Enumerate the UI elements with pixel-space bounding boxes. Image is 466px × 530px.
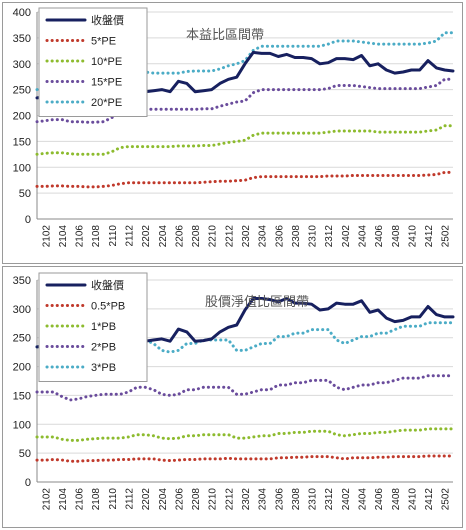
- pe-y-tick-label: 0: [25, 214, 31, 226]
- pb-x-tick-label: 2208: [191, 488, 202, 511]
- pe-y-tick-label: 250: [13, 85, 31, 97]
- pe-y-tick-label: 200: [13, 111, 31, 123]
- pe-x-tick-label: 2312: [324, 225, 335, 248]
- pe-legend-label-0: 收盤價: [91, 13, 124, 27]
- pb-x-tick-label: 2112: [125, 488, 136, 510]
- pb-legend-label-1: 0.5*PB: [91, 301, 125, 313]
- pb-x-tick-label: 2106: [75, 488, 86, 511]
- pb-x-tick-label: 2102: [41, 488, 52, 511]
- pe-x-tick-label: 2102: [41, 225, 52, 248]
- pb-x-tick-label: 2110: [108, 488, 119, 510]
- pe-x-tick-label: 2412: [424, 225, 435, 248]
- pe-x-tick-label: 2406: [374, 225, 385, 248]
- pb-x-tick-label: 2502: [441, 488, 452, 511]
- pe-x-tick-label: 2404: [357, 225, 368, 248]
- pe-x-tick-label: 2502: [441, 225, 452, 248]
- pb-x-tick-label: 2306: [274, 488, 285, 511]
- pe-series-line-1: [35, 170, 455, 189]
- pb-x-tick-label: 2206: [174, 488, 185, 511]
- pe-y-tick-label: 150: [13, 136, 31, 148]
- pe-series-line-2: [35, 124, 455, 156]
- pe-x-tick-label: 2308: [291, 225, 302, 248]
- pb-x-tick-label: 2412: [424, 488, 435, 511]
- pb-x-tick-label: 2212: [224, 488, 235, 511]
- pb-x-tick-label: 2312: [324, 488, 335, 511]
- pe-x-tick-label: 2302: [241, 225, 252, 248]
- pe-x-tick-label: 2402: [341, 225, 352, 248]
- pb-series-line-2: [35, 427, 455, 442]
- pb-chart-title: 股價淨值比區間帶: [205, 294, 309, 309]
- pe-chart-title: 本益比區間帶: [186, 27, 264, 42]
- pe-x-tick-label: 2112: [125, 225, 136, 247]
- pe-x-tick-label: 2204: [158, 225, 169, 248]
- pe-x-tick-label: 2110: [108, 225, 119, 247]
- pe-x-tick-label: 2410: [407, 225, 418, 248]
- pb-x-tick-label: 2308: [291, 488, 302, 511]
- pe-band-chart: 0 50 100 150 200 250 300 350 400 2102 2104 2106 2108…: [13, 7, 455, 248]
- pb-y-tick-label: 350: [13, 275, 31, 287]
- pe-band-chart-panel: 0 50 100 150 200 250 300 350 400 2102 2104 2106 2108…: [2, 2, 463, 264]
- pb-x-tick-label: 2310: [308, 488, 319, 511]
- pe-x-tick-label: 2310: [308, 225, 319, 248]
- pe-x-tick-label: 2104: [58, 225, 69, 248]
- pe-legend-label-4: 20*PE: [91, 97, 122, 109]
- pb-y-tick-label: 50: [19, 448, 31, 460]
- pb-x-tick-label: 2402: [341, 488, 352, 511]
- pe-y-tick-label: 300: [13, 59, 31, 71]
- pb-x-tick-label: 2108: [91, 488, 102, 511]
- pe-y-tick-label: 50: [19, 188, 31, 200]
- pe-series-line-3: [35, 77, 455, 124]
- pe-legend-label-2: 10*PE: [91, 56, 122, 68]
- pb-x-tick-label: 2406: [374, 488, 385, 511]
- pb-series-line-1: [35, 454, 455, 463]
- pe-y-tick-label: 100: [13, 162, 31, 174]
- pe-x-tick-label: 2208: [191, 225, 202, 248]
- pb-x-tick-label: 2204: [158, 488, 169, 511]
- pe-x-tick-label: 2210: [208, 225, 219, 248]
- pb-x-tick-label: 2202: [141, 488, 152, 511]
- pb-legend-label-3: 2*PB: [91, 342, 116, 354]
- pe-x-tick-label: 2206: [174, 225, 185, 248]
- pe-legend-label-1: 5*PE: [91, 36, 116, 48]
- pb-x-tick-label: 2404: [357, 488, 368, 511]
- pe-x-tick-label: 2306: [274, 225, 285, 248]
- pb-x-tick-label: 2304: [258, 488, 269, 511]
- pe-x-tick-label: 2106: [75, 225, 86, 248]
- pb-x-tick-label: 2410: [407, 488, 418, 511]
- pb-series-line-4: [35, 321, 455, 361]
- pb-x-tick-label: 2210: [208, 488, 219, 511]
- pb-y-tick-label: 250: [13, 333, 31, 345]
- pb-series-line-3: [35, 374, 455, 402]
- pe-y-tick-label: 350: [13, 33, 31, 45]
- pb-x-tick-label: 2302: [241, 488, 252, 511]
- pb-y-tick-label: 300: [13, 304, 31, 316]
- pe-x-tick-label: 2212: [224, 225, 235, 248]
- pe-x-tick-label: 2108: [91, 225, 102, 248]
- pb-legend-label-4: 3*PB: [91, 362, 116, 374]
- pb-band-chart-panel: 0 50 100 150 200 250 300 350 2102 2104 2106 2108 211…: [2, 266, 463, 528]
- pb-band-chart: 0 50 100 150 200 250 300 350 2102 2104 2106 2108 211…: [13, 272, 455, 511]
- pb-y-tick-label: 150: [13, 390, 31, 402]
- pe-y-tick-label: 400: [13, 7, 31, 19]
- pe-x-tick-label: 2304: [258, 225, 269, 248]
- pb-y-tick-label: 200: [13, 362, 31, 374]
- pb-y-tick-label: 0: [25, 477, 31, 489]
- pe-x-tick-label: 2202: [141, 225, 152, 248]
- pb-legend: [38, 272, 148, 382]
- pb-legend-label-0: 收盤價: [91, 278, 124, 292]
- pb-y-tick-label: 100: [13, 419, 31, 431]
- pb-x-tick-label: 2104: [58, 488, 69, 511]
- pb-x-tick-label: 2408: [391, 488, 402, 511]
- pe-x-tick-label: 2408: [391, 225, 402, 248]
- pe-legend-label-3: 15*PE: [91, 77, 122, 89]
- pb-legend-label-2: 1*PB: [91, 321, 116, 333]
